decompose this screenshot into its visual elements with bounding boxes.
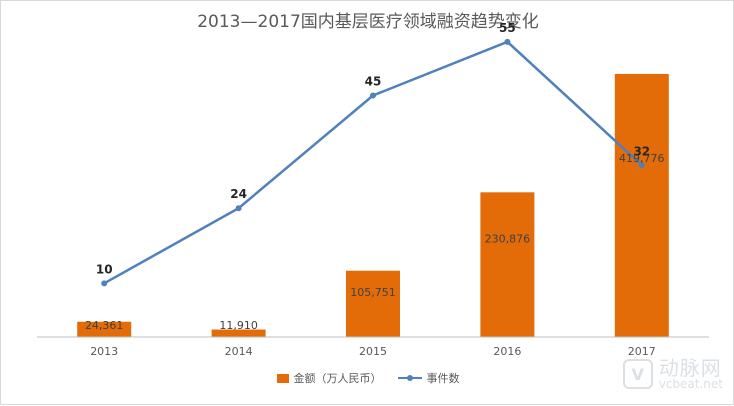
events-point-2013 — [101, 280, 108, 287]
bar-2013 — [77, 321, 132, 337]
events-label-2015: 45 — [365, 75, 382, 89]
legend-item-amount: 金额（万人民币） — [276, 370, 382, 386]
bar-label-2016: 230,876 — [485, 233, 531, 246]
events-point-2015 — [370, 92, 376, 99]
bar-label-2013: 24,361 — [85, 319, 124, 332]
legend-label-events: 事件数 — [426, 372, 460, 385]
chart-title: 2013—2017国内基层医疗领域融资趋势变化 — [197, 12, 539, 32]
bar-label-2017: 419,776 — [619, 152, 665, 165]
bar-label-2015: 105,751 — [350, 286, 396, 299]
vcbeat-logo-icon: V — [622, 359, 653, 389]
events-label-2014: 24 — [230, 187, 247, 201]
x-tick-2013: 2013 — [90, 345, 118, 358]
bar-2015 — [346, 270, 400, 337]
bar-2017 — [614, 73, 669, 338]
watermark: V 动脉网 vcbeat.net — [622, 356, 723, 391]
bar-label-2014: 11,910 — [219, 319, 258, 332]
events-label-2017: 32 — [633, 144, 650, 158]
x-tick-2015: 2015 — [359, 345, 387, 358]
x-tick-2016: 2016 — [493, 345, 521, 358]
watermark-cn: 动脉网 — [658, 356, 722, 380]
events-point-2017 — [638, 162, 645, 169]
x-tick-2014: 2014 — [225, 345, 253, 358]
legend: 金额（万人民币） 事件数 — [1, 370, 734, 386]
events-label-2013: 10 — [96, 262, 113, 276]
legend-swatch-events — [397, 373, 422, 383]
legend-item-events: 事件数 — [397, 370, 460, 386]
watermark-en: vcbeat.net — [658, 377, 723, 391]
legend-swatch-amount — [276, 373, 289, 383]
bar-2016 — [480, 192, 535, 337]
events-label-2016: 55 — [499, 21, 516, 35]
events-point-2014 — [235, 205, 242, 212]
legend-label-amount: 金额（万人民币） — [293, 372, 382, 385]
x-tick-2017: 2017 — [628, 345, 656, 358]
bar-2014 — [211, 329, 266, 337]
events-point-2016 — [504, 38, 511, 45]
